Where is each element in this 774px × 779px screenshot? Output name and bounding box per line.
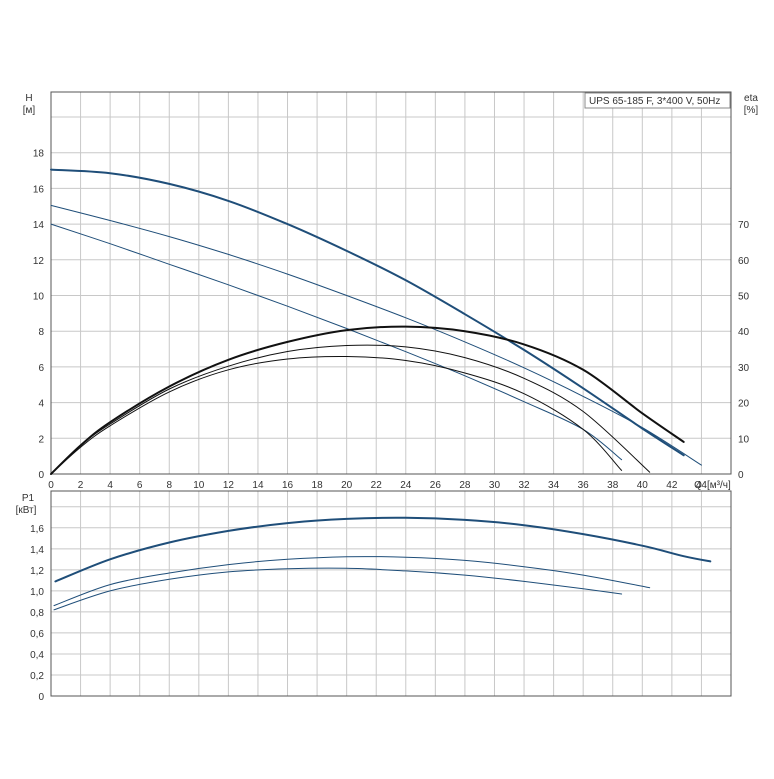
efficiency-curve-6 — [50, 355, 623, 475]
p1-tick-label: 1,0 — [30, 587, 44, 598]
x-tick-label: 16 — [282, 480, 294, 491]
y2-tick-label: 10 — [738, 434, 750, 445]
x-tick-label: 44 — [696, 480, 708, 491]
power-curve-3 — [53, 567, 623, 611]
x-tick-label: 42 — [666, 480, 678, 491]
y-tick-label: 0 — [38, 470, 44, 481]
x-tick-label: 40 — [637, 480, 649, 491]
power-curve-1 — [54, 516, 712, 583]
x-tick-label: 4 — [107, 480, 113, 491]
p1-tick-label: 0,8 — [30, 608, 44, 619]
y2-tick-label: 60 — [738, 256, 750, 267]
x-tick-label: 24 — [400, 480, 412, 491]
p1-tick-label: 1,4 — [30, 545, 44, 556]
head-efficiency-panel: 0 2 4 6 8 10 12 14 16 18 20 22 24 26 28 30 32 34 36 38 40 42 4… — [23, 91, 759, 491]
head-curve-1 — [50, 168, 685, 457]
x-tick-label: 14 — [252, 480, 264, 491]
x-tick-label: 2 — [78, 480, 84, 491]
upper-grid — [50, 92, 732, 475]
y-tick-label: 16 — [33, 184, 45, 195]
p1-tick-label: 0,2 — [30, 671, 44, 682]
x-tick-label: 36 — [578, 480, 590, 491]
x-tick-label: 38 — [607, 480, 619, 491]
y-tick-label: 14 — [33, 220, 45, 231]
x-tick-label: 32 — [518, 480, 530, 491]
x-tick-label: 12 — [223, 480, 235, 491]
y-tick-label: 6 — [38, 363, 44, 374]
y-axis-unit-h: [м] — [23, 105, 36, 116]
p1-tick-label: 0,4 — [30, 650, 44, 661]
x-tick-label: 20 — [341, 480, 353, 491]
y-tick-label: 12 — [33, 256, 45, 267]
upper-plot-frame — [50, 91, 732, 475]
upper-series-group — [50, 168, 702, 475]
x-tick-label: 28 — [459, 480, 471, 491]
x-tick-label: 10 — [193, 480, 205, 491]
x-axis-label-q: Q — [694, 480, 702, 491]
efficiency-curve-4 — [50, 325, 685, 475]
y2-axis-unit-eta: [%] — [744, 105, 759, 116]
p1-tick-label: 0,6 — [30, 629, 44, 640]
y-axis-unit-p1: [кВт] — [16, 505, 37, 516]
model-label-box — [584, 92, 731, 109]
model-label-text: UPS 65-185 F, 3*400 V, 50Hz — [589, 96, 720, 107]
x-tick-label: 6 — [137, 480, 143, 491]
x-tick-label: 8 — [166, 480, 172, 491]
x-tick-label: 30 — [489, 480, 501, 491]
y2-tick-label: 0 — [738, 470, 744, 481]
p1-tick-label: 1,2 — [30, 566, 44, 577]
power-curve-2 — [53, 556, 651, 607]
x-tick-label: 22 — [371, 480, 383, 491]
y-tick-label: 10 — [33, 291, 45, 302]
y2-tick-label: 20 — [738, 399, 750, 410]
p1-tick-label: 1,6 — [30, 524, 44, 535]
y-tick-label: 2 — [38, 434, 44, 445]
upper-tick-labels: 0 2 4 6 8 10 12 14 16 18 20 22 24 26 28 30 32 34 36 38 40 42 4… — [33, 149, 750, 491]
y-tick-label: 18 — [33, 149, 45, 160]
y-tick-label: 4 — [38, 399, 44, 410]
x-tick-label: 0 — [48, 480, 54, 491]
x-axis-unit-q: [м³/ч] — [707, 480, 731, 491]
y2-tick-label: 30 — [738, 363, 750, 374]
lower-grid — [50, 491, 732, 697]
head-curve-2 — [50, 204, 702, 466]
y-axis-label-h: H — [25, 93, 32, 104]
y2-tick-label: 40 — [738, 327, 750, 338]
y2-tick-label: 70 — [738, 220, 750, 231]
lower-plot-frame — [50, 490, 732, 697]
lower-tick-labels: 0 0,2 0,4 0,6 0,8 1,0 1,2 1,4 1,6 — [30, 524, 44, 703]
x-tick-label: 34 — [548, 480, 560, 491]
y-axis-label-p1: P1 — [22, 493, 35, 504]
x-tick-label: 18 — [312, 480, 324, 491]
x-tick-label: 26 — [430, 480, 442, 491]
lower-series-group — [53, 516, 712, 611]
p1-tick-label: 0 — [38, 692, 44, 703]
head-curve-3 — [50, 223, 623, 461]
power-panel: 0 0,2 0,4 0,6 0,8 1,0 1,2 1,4 1,6 P1 [кВт] — [16, 490, 732, 703]
efficiency-curve-5 — [50, 344, 651, 475]
y2-tick-label: 50 — [738, 291, 750, 302]
y-tick-label: 8 — [38, 327, 44, 338]
y2-axis-label-eta: eta — [744, 93, 758, 104]
